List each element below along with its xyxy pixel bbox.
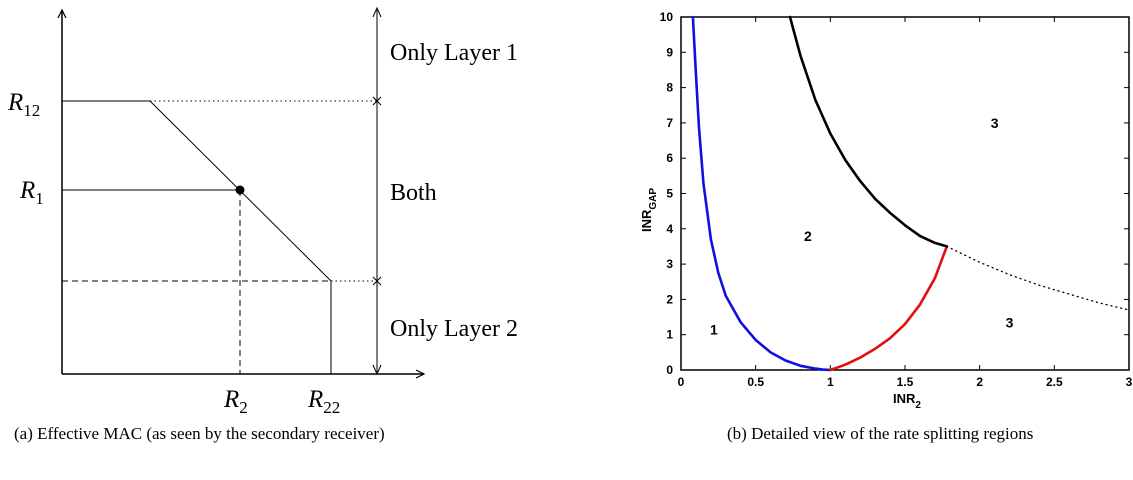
y-axis-label: INRGAP bbox=[639, 188, 659, 232]
y-tick-label: 7 bbox=[666, 116, 673, 130]
range-bottom-arrow bbox=[372, 364, 382, 376]
y-tick-label: 4 bbox=[666, 222, 673, 236]
r12-label: R12 bbox=[7, 89, 40, 120]
y-tick-label: 0 bbox=[666, 363, 673, 377]
x-tick-label: 1.5 bbox=[897, 375, 914, 389]
y-tick-label: 2 bbox=[666, 292, 673, 306]
region-label: 2 bbox=[804, 228, 812, 244]
y-tick-label: 8 bbox=[666, 81, 673, 95]
y-tick-label: 9 bbox=[666, 45, 673, 59]
axis-ticks: 0 0.5 1 1.5 2 2.5 3 0 1 2 3 4 5 6 7 8 9 10 bbox=[660, 10, 1133, 389]
y-tick-label: 10 bbox=[660, 10, 674, 24]
y-tick-label: 1 bbox=[666, 328, 673, 342]
range-tick-upper bbox=[372, 96, 382, 106]
y-tick-label: 5 bbox=[666, 187, 673, 201]
r22-label: R22 bbox=[307, 386, 340, 417]
y-tick-label: 3 bbox=[666, 257, 673, 271]
region-label: 3 bbox=[991, 115, 999, 131]
x-tick-label: 2.5 bbox=[1046, 375, 1063, 389]
r2-label: R2 bbox=[223, 386, 248, 417]
curve-0 bbox=[691, 15, 832, 372]
x-tick-label: 2 bbox=[976, 375, 983, 389]
x-tick-label: 1 bbox=[827, 375, 834, 389]
mac-region-boundary bbox=[62, 100, 332, 374]
mac-diagram: R12 R1 R2 R22 Only Layer 1 Both Only Lay… bbox=[7, 6, 518, 417]
x-tick-label: 0.5 bbox=[747, 375, 764, 389]
region-labels: 1 2 3 3 bbox=[710, 115, 1014, 338]
r1-label: R1 bbox=[19, 177, 44, 208]
curve-3 bbox=[946, 245, 1130, 311]
both-label: Both bbox=[390, 180, 437, 206]
y-tick-label: 6 bbox=[666, 151, 673, 165]
caption-left: (a) Effective MAC (as seen by the second… bbox=[14, 424, 385, 443]
curve-1 bbox=[828, 245, 949, 372]
rate-splitting-chart: 0 0.5 1 1.5 2 2.5 3 0 1 2 3 4 5 6 7 8 9 10 1 2 3 3 INR2 INRG… bbox=[639, 10, 1133, 411]
x-axis-label: INR2 bbox=[893, 391, 921, 411]
curve-2 bbox=[788, 15, 949, 248]
x-tick-label: 0 bbox=[678, 375, 685, 389]
region-label: 1 bbox=[710, 321, 718, 337]
chart-series bbox=[691, 15, 1130, 372]
only-layer2-label: Only Layer 2 bbox=[390, 316, 518, 342]
range-top-arrow bbox=[372, 6, 382, 18]
caption-right: (b) Detailed view of the rate splitting … bbox=[727, 424, 1034, 443]
plot-frame bbox=[680, 16, 1130, 371]
figure-canvas: R12 R1 R2 R22 Only Layer 1 Both Only Lay… bbox=[7, 6, 1133, 417]
x-tick-label: 3 bbox=[1126, 375, 1133, 389]
range-tick-lower bbox=[372, 276, 382, 286]
only-layer1-label: Only Layer 1 bbox=[390, 40, 518, 66]
region-label: 3 bbox=[1006, 314, 1014, 330]
